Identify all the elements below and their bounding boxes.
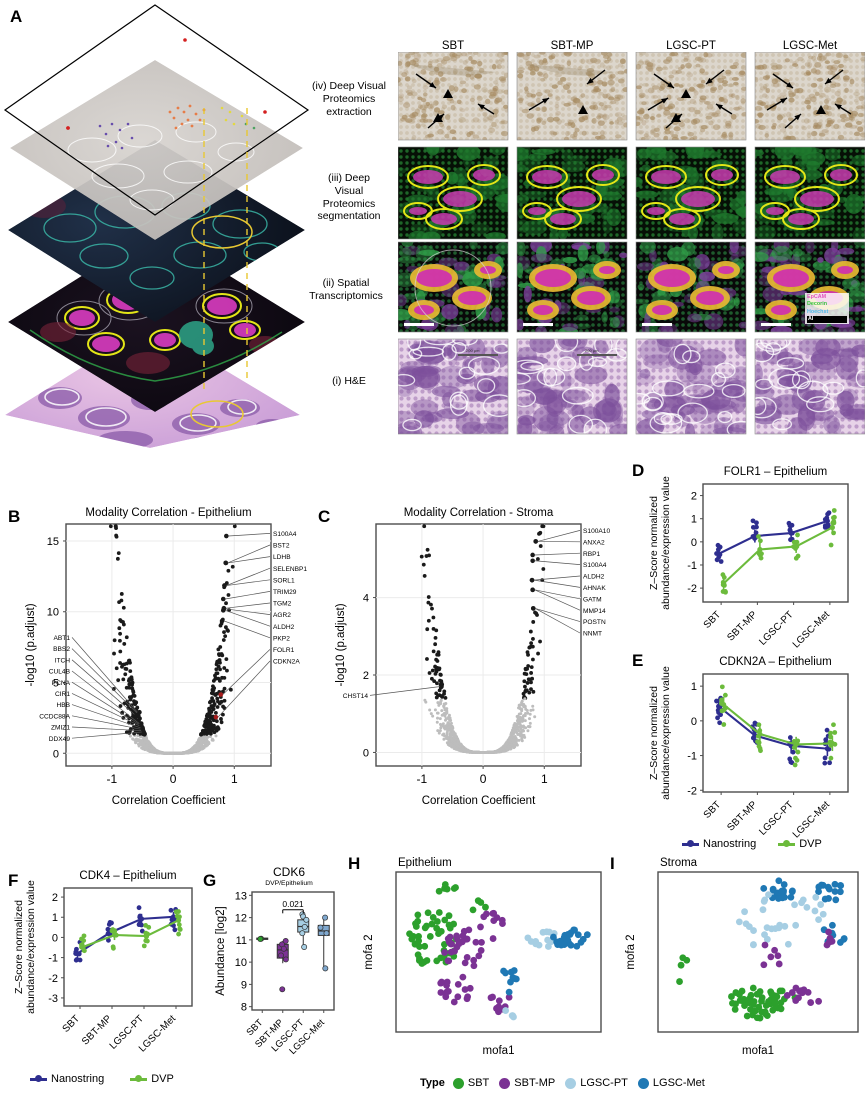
- panel-letter-e: E: [632, 651, 644, 670]
- channel-decorin: Decorin: [807, 301, 828, 308]
- svg-text:CDKN2A: CDKN2A: [273, 659, 300, 666]
- legend-label-nanostring: Nanostring: [703, 838, 757, 850]
- panel-letter-f: F: [8, 871, 19, 890]
- row-label-dvp-extraction: (iv) Deep Visual Proteomics extraction: [312, 80, 386, 118]
- svg-text:S100A4: S100A4: [273, 531, 297, 538]
- legend-modality-de: Nanostring DVP: [682, 838, 822, 850]
- legend-dot-lgsc-pt: [565, 1077, 577, 1089]
- svg-text:0: 0: [363, 747, 369, 759]
- svg-text:BST2: BST2: [273, 543, 290, 550]
- svg-text:-1: -1: [107, 772, 118, 786]
- svg-text:200 µm: 200 µm: [466, 348, 480, 353]
- svg-text:LDHB: LDHB: [273, 554, 291, 561]
- svg-text:4: 4: [363, 593, 369, 605]
- svg-text:TGM2: TGM2: [273, 601, 292, 608]
- legend-label-sbt: SBT: [467, 1077, 490, 1089]
- col-header-sbt-mp: SBT-MP: [550, 40, 594, 52]
- panel-i: Stroma mofa1 mofa 2: [620, 852, 865, 1067]
- panel-letter-c: C: [318, 507, 331, 526]
- panel-letter-i: I: [610, 854, 615, 873]
- svg-text:SORL1: SORL1: [273, 577, 295, 584]
- svg-text:15: 15: [47, 536, 59, 548]
- svg-text:DDX49: DDX49: [49, 736, 71, 743]
- panel-h: Epithelium mofa1 mofa 2: [358, 852, 608, 1067]
- svg-text:Correlation Coefficient: Correlation Coefficient: [112, 795, 226, 807]
- row-label-he: (i) H&E: [332, 375, 366, 387]
- svg-text:HBB: HBB: [56, 702, 70, 709]
- legend-label-lgsc-pt: LGSC-PT: [580, 1077, 628, 1089]
- stack-top-frame: [3, 4, 310, 216]
- svg-text:0: 0: [53, 748, 59, 760]
- svg-text:-log10 (p.adjust): -log10 (p.adjust): [335, 603, 347, 686]
- panel-f: CDK4 – Epithelium -3 -2 -1 0 1 2 SBT SBT-MP LGSC-…: [12, 862, 212, 1062]
- legend-dot-sbt: [452, 1077, 464, 1089]
- channel-legend: EpCAM Decorin Hoechst AI: [805, 293, 849, 325]
- channel-hoechst: Hoechst: [807, 308, 829, 315]
- svg-text:-log10 (p.adjust): -log10 (p.adjust): [25, 603, 37, 686]
- svg-text:-1: -1: [417, 772, 428, 786]
- panel-c: Modality Correlation - Stroma 0 2 4 -1 0 1 Corr…: [330, 500, 630, 830]
- svg-text:ALDH2: ALDH2: [273, 624, 295, 631]
- col-header-lgsc-pt: LGSC-PT: [666, 40, 716, 52]
- svg-text:AGR2: AGR2: [273, 612, 291, 619]
- legend-dot-sbt-mp: [499, 1077, 511, 1089]
- svg-text:ZMIZ1: ZMIZ1: [51, 725, 70, 732]
- panel-a-image-grid: 200 µm 200 µm: [398, 52, 865, 437]
- legend-dot-lgsc-met: [637, 1077, 649, 1089]
- svg-text:CUL4B: CUL4B: [49, 669, 71, 676]
- row-label-dvp-segmentation: (iii) Deep Visual Proteomics segmentatio…: [317, 172, 381, 223]
- svg-text:PCNA: PCNA: [52, 680, 71, 687]
- svg-text:ITCH: ITCH: [55, 657, 71, 664]
- svg-text:CIR1: CIR1: [55, 691, 70, 698]
- channel-epcam: EpCAM: [807, 294, 827, 300]
- stack-connector-lines: [203, 108, 248, 392]
- panel-e: CDKN2A – Epithelium -2 -1 0 1 SBT SBT-MP LGSC-P…: [645, 648, 865, 838]
- legend-label-nanostring-f: Nanostring: [51, 1073, 105, 1085]
- panel-letter-h: H: [348, 854, 361, 873]
- row-label-spatial-transcriptomics: (ii) Spatial Transcriptomics: [309, 277, 383, 302]
- legend-line-nanostring-f: [30, 1075, 47, 1082]
- col-header-sbt: SBT: [441, 40, 465, 52]
- svg-text:TRIM29: TRIM29: [273, 589, 297, 596]
- legend-line-nanostring: [682, 840, 699, 847]
- legend-label-lgsc-met: LGSC-Met: [652, 1077, 705, 1089]
- svg-text:Correlation Coefficient: Correlation Coefficient: [422, 795, 536, 807]
- svg-text:1: 1: [541, 772, 548, 786]
- legend-label-dvp-f: DVP: [151, 1073, 174, 1085]
- svg-text:0: 0: [170, 772, 177, 786]
- svg-text:PKP2: PKP2: [273, 635, 290, 642]
- svg-text:ABT1: ABT1: [54, 635, 71, 642]
- svg-text:0: 0: [480, 772, 487, 786]
- channel-ai: AI: [807, 315, 847, 324]
- svg-text:FOLR1: FOLR1: [273, 647, 295, 654]
- panel-letter-b: B: [8, 507, 21, 526]
- svg-text:Modality Correlation - Epithel: Modality Correlation - Epithelium: [85, 507, 251, 519]
- svg-text:BBS2: BBS2: [53, 646, 70, 653]
- panel-b: Modality Correlation - Epithelium 0 5 10 15-…: [20, 500, 320, 830]
- panel-a-tissue-stack: [0, 0, 315, 450]
- col-header-lgsc-met: LGSC-Met: [782, 40, 838, 52]
- svg-text:200 µm: 200 µm: [585, 348, 599, 353]
- legend-line-dvp-f: [130, 1075, 148, 1082]
- legend-type-title: Type: [420, 1077, 445, 1089]
- svg-text:Modality Correlation - Stroma: Modality Correlation - Stroma: [404, 507, 554, 519]
- legend-line-dvp: [778, 840, 796, 847]
- legend-label-dvp: DVP: [799, 838, 822, 850]
- legend-modality-f: Nanostring DVP: [30, 1073, 174, 1085]
- panel-letter-g: G: [203, 871, 217, 890]
- svg-text:5: 5: [53, 678, 59, 690]
- legend-type: Type SBT SBT-MP LGSC-PT LGSC-Met: [420, 1077, 705, 1089]
- svg-text:SELENBP1: SELENBP1: [273, 566, 307, 573]
- svg-text:CCDC88A: CCDC88A: [39, 713, 70, 720]
- legend-label-sbt-mp: SBT-MP: [514, 1077, 556, 1089]
- panel-letter-d: D: [632, 461, 645, 480]
- panel-g: CDK6 DVP/Epithelium 8 9 10 11 12 13 SBT SBT-MP LGS…: [212, 862, 347, 1062]
- svg-text:10: 10: [47, 607, 59, 619]
- panel-letter-a: A: [10, 7, 23, 26]
- svg-text:1: 1: [231, 772, 238, 786]
- panel-d: FOLR1 – Epithelium -2 -1 0 1 2 SBT SBT-MP LGSC-P…: [645, 458, 865, 648]
- svg-text:2: 2: [363, 670, 369, 682]
